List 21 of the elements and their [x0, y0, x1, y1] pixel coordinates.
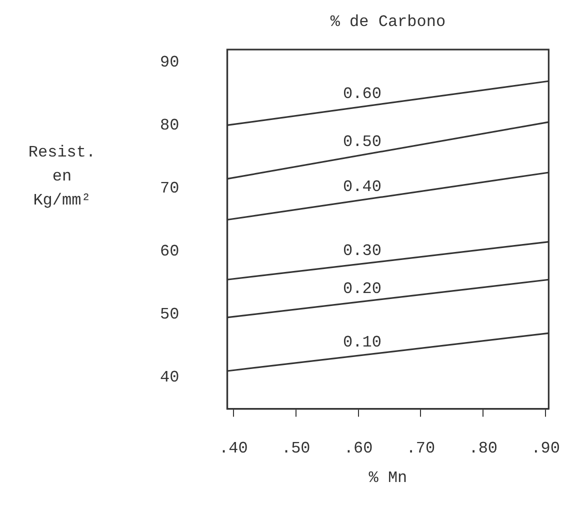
- y-tick-label: 60: [160, 242, 180, 260]
- series-label: 0.60: [343, 84, 382, 103]
- y-tick-label: 50: [160, 306, 180, 324]
- series-label: 0.10: [343, 333, 382, 352]
- x-tick-label: .60: [344, 440, 373, 458]
- x-tick-label: .50: [281, 440, 310, 458]
- series-label: 0.40: [343, 178, 382, 196]
- series-label: 0.30: [343, 242, 382, 260]
- x-axis-title: % Mn: [368, 468, 408, 487]
- y-tick-label: 70: [160, 179, 180, 198]
- y-tick-label: 80: [160, 116, 180, 134]
- chart-title: % de Carbono: [330, 13, 446, 31]
- y-tick-label: 90: [160, 53, 180, 72]
- y-axis-title: Resist. en Kg/mm²: [28, 144, 96, 210]
- series-label: 0.20: [343, 280, 382, 298]
- x-tick-label: .40: [219, 440, 248, 458]
- x-tick-label: .80: [468, 440, 498, 458]
- x-tick-label: .70: [406, 440, 436, 458]
- x-tick-label: .90: [531, 440, 560, 458]
- series-label: 0.50: [343, 133, 382, 152]
- y-tick-label: 40: [160, 368, 180, 387]
